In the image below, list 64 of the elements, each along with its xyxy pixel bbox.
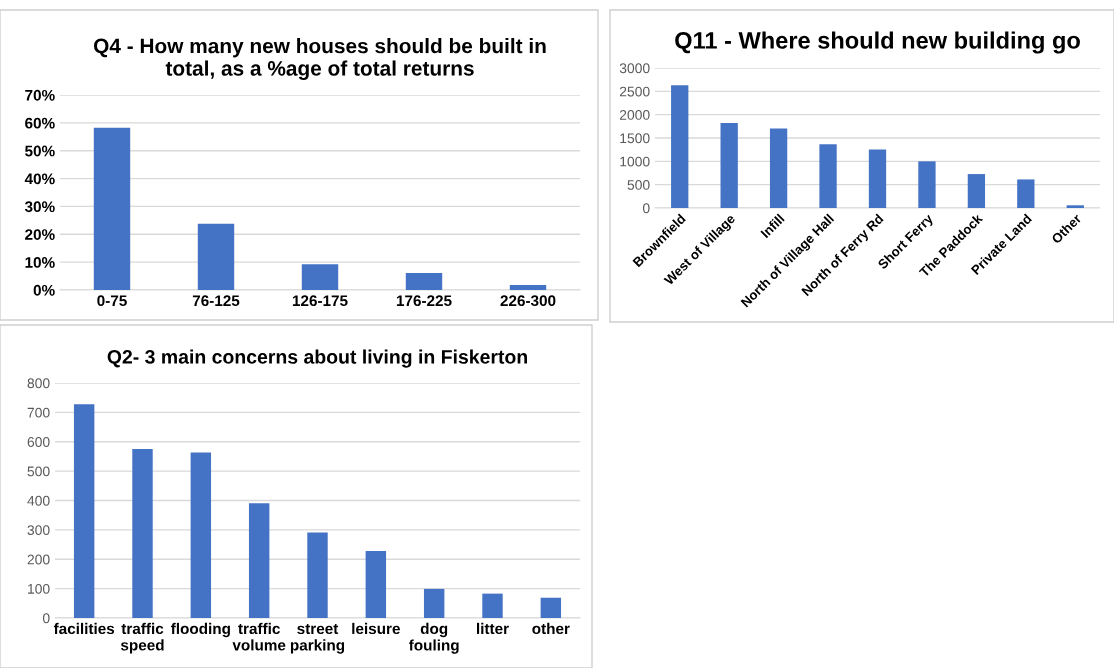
bar xyxy=(197,223,235,290)
bar xyxy=(720,123,738,208)
bar xyxy=(671,85,689,208)
chart-title: Q4 - How many new houses should be built in total, as a %age of total returns xyxy=(94,38,546,80)
x-tick-label: leisure xyxy=(352,622,400,635)
bar xyxy=(540,597,562,618)
bar xyxy=(868,149,887,208)
y-tick-label: 20% xyxy=(25,229,55,240)
x-tick-label: facilities xyxy=(53,622,115,635)
y-tick-label: 10% xyxy=(25,257,55,268)
y-tick-label: 400 xyxy=(27,495,50,506)
x-tick-label: street parking xyxy=(290,623,345,654)
x-tick-label: dog fouling xyxy=(408,622,459,654)
x-tick-label: 126-175 xyxy=(292,295,348,307)
y-tick-label: 30% xyxy=(24,201,55,213)
y-tick-label: 600 xyxy=(27,437,50,447)
x-tick-label: 226-300 xyxy=(500,295,556,307)
x-tick-label: traffic volume xyxy=(232,622,286,651)
bar xyxy=(967,174,986,208)
y-tick-label: 3000 xyxy=(619,63,650,74)
bar xyxy=(405,273,443,290)
bar xyxy=(132,449,153,618)
bar xyxy=(1066,205,1084,208)
x-tick-label: other xyxy=(532,622,570,635)
bar xyxy=(73,404,95,618)
y-tick-label: 500 xyxy=(27,466,50,477)
bar xyxy=(1017,179,1035,208)
y-tick-label: 0 xyxy=(642,203,650,214)
bar xyxy=(301,264,339,290)
x-tick-label: flooding xyxy=(170,622,230,638)
y-tick-label: 70% xyxy=(25,89,55,101)
y-tick-label: 800 xyxy=(27,378,50,389)
y-tick-label: 2000 xyxy=(619,110,650,120)
y-tick-label: 50% xyxy=(25,145,55,157)
chart-title: Q11 - Where should new building go xyxy=(675,31,1080,54)
bar xyxy=(769,128,788,208)
bar xyxy=(509,284,547,290)
x-tick-label: 76-125 xyxy=(192,295,240,307)
x-tick-label: litter xyxy=(477,622,509,635)
x-tick-label: 0-75 xyxy=(97,295,127,307)
bar xyxy=(918,161,936,208)
y-tick-label: 300 xyxy=(27,525,50,536)
bar xyxy=(190,452,212,618)
bar xyxy=(819,144,837,208)
bar xyxy=(93,127,131,290)
y-tick-label: 500 xyxy=(627,180,650,190)
bar xyxy=(482,593,503,618)
bar xyxy=(365,551,387,618)
y-tick-label: 100 xyxy=(28,583,50,594)
x-tick-label: traffic speed xyxy=(120,622,164,654)
y-tick-label: 0 xyxy=(42,613,50,624)
y-tick-label: 200 xyxy=(27,554,50,565)
y-tick-label: 40% xyxy=(24,173,55,185)
y-tick-label: 700 xyxy=(27,407,50,418)
chart-title: Q2- 3 main concerns about living in Fiskerton xyxy=(107,349,527,368)
bar xyxy=(248,503,270,618)
y-tick-label: 0% xyxy=(33,284,55,296)
x-tick-label: 176-225 xyxy=(396,295,452,307)
y-tick-label: 1000 xyxy=(620,156,650,167)
y-tick-label: 60% xyxy=(25,117,55,129)
y-tick-label: 1500 xyxy=(620,133,650,144)
y-tick-label: 2500 xyxy=(619,86,650,97)
bar xyxy=(307,532,328,618)
bar xyxy=(423,588,445,618)
